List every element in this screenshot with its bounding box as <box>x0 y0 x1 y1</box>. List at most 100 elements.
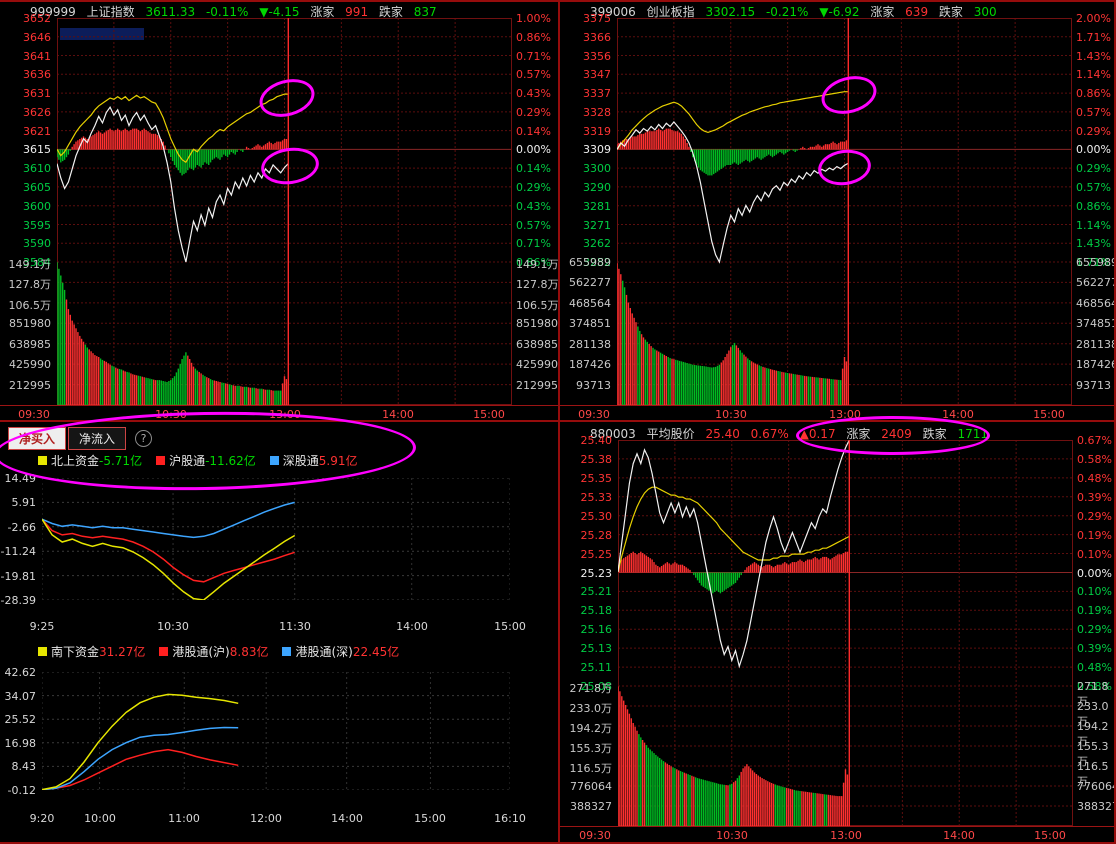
decliners-count: 300 <box>973 5 997 19</box>
price-axis-label: 25.18 <box>580 604 613 618</box>
volume-axis-label: 233.0万 <box>569 702 613 715</box>
stock-name[interactable]: 上证指数 <box>86 5 135 19</box>
price-axis-label: 3641 <box>23 49 51 63</box>
price-axis-label: 3600 <box>23 199 51 213</box>
legend-value: 5.91亿 <box>318 453 358 468</box>
flow-x-label: 14:00 <box>331 812 363 825</box>
northbound-flow-chart[interactable] <box>42 478 510 600</box>
advancers-label: 涨家 <box>870 5 895 19</box>
decliners-label: 跌家 <box>922 427 947 441</box>
time-label: 15:00 <box>473 408 505 421</box>
pct-axis-label: 0.86% <box>1076 199 1111 213</box>
advancers-count: 639 <box>905 5 929 19</box>
pct-axis-label: 0.71% <box>516 237 551 251</box>
time-label: 10:30 <box>155 408 187 421</box>
pct-axis-label: 1.14% <box>1076 68 1111 82</box>
flow-x-label: 15:00 <box>494 620 526 633</box>
flow-x-axis: 9:20 10:00 11:00 12:00 14:00 15:00 16:10 <box>0 812 559 826</box>
intraday-chart[interactable] <box>57 18 512 405</box>
pct-axis-label: 0.29% <box>1076 124 1111 138</box>
pct-axis-label: 0.10% <box>1077 547 1112 561</box>
intraday-chart[interactable] <box>617 18 1072 405</box>
time-label: 09:30 <box>578 408 610 421</box>
tab-net-buy[interactable]: 净买入 <box>8 427 67 450</box>
volume-axis-label: 562277 <box>569 276 611 290</box>
legend-label: 北上资金 <box>51 453 100 468</box>
legend-label: 港股通(沪) <box>172 644 230 659</box>
volume-axis-label: 388327 <box>570 800 612 813</box>
price-axis-label: 3290 <box>583 180 611 194</box>
price-axis-label: 3631 <box>23 87 51 101</box>
legend-item: 北上资金 -5.71亿 <box>38 452 142 469</box>
volume-axis-label: 93713 <box>1076 378 1111 392</box>
advancers-label: 涨家 <box>846 427 871 441</box>
legend-label: 港股通(深) <box>295 644 353 659</box>
flow-x-label: 14:00 <box>396 620 428 633</box>
price-axis-label: 3337 <box>583 87 611 101</box>
decliners-count: 837 <box>413 5 437 19</box>
stock-name[interactable]: 平均股价 <box>646 427 695 441</box>
southbound-flow-chart[interactable] <box>42 672 510 790</box>
help-icon[interactable]: ? <box>135 430 153 447</box>
price-axis-label: 3375 <box>583 12 611 25</box>
volume-axis-label: 271.8万 <box>1077 680 1109 708</box>
pct-axis-label: 0.58% <box>1077 452 1112 466</box>
flow-y-label: 5.91 <box>11 496 37 510</box>
volume-axis-label: 233.0万 <box>1077 700 1109 728</box>
flow-x-label: 12:00 <box>250 812 282 825</box>
legend-swatch <box>38 646 47 656</box>
volume-axis-label: 116.5万 <box>569 762 613 775</box>
stock-name[interactable]: 创业板指 <box>646 5 695 19</box>
time-label: 13:00 <box>269 408 301 421</box>
price-axis-label: 25.40 <box>580 434 613 447</box>
pct-change: 0.67% <box>750 427 789 441</box>
price-axis-label: 3300 <box>583 162 611 176</box>
volume-axis-label: 374851 <box>569 317 611 331</box>
stock-code[interactable]: 999999 <box>30 5 76 19</box>
price-axis-label: 3615 <box>23 143 51 157</box>
time-label: 13:00 <box>830 829 862 842</box>
volume-axis-label: 468564 <box>1076 296 1116 310</box>
price-axis-label: 25.23 <box>580 566 613 580</box>
pct-axis-label: 0.39% <box>1077 490 1112 504</box>
stock-code[interactable]: 880003 <box>590 427 636 441</box>
flow-y-label: 25.52 <box>4 713 37 727</box>
price-axis-label: 25.21 <box>580 585 613 599</box>
flow-x-label: 9:25 <box>29 620 55 633</box>
pct-axis-label: 0.19% <box>1077 528 1112 542</box>
price-axis-label: 3328 <box>583 105 611 119</box>
quote-header-avg: 880003 平均股价 25.40 0.67% ▲0.17 涨家 2409 跌家… <box>590 425 995 442</box>
price-axis-label: 25.38 <box>580 452 613 466</box>
flow-legend: 南下资金 31.27亿 港股通(沪) 8.83亿 港股通(深) 22.45亿 <box>38 643 413 659</box>
flow-y-label: 14.49 <box>4 472 37 485</box>
legend-swatch <box>38 455 47 465</box>
pct-axis-label: 0.58% <box>1077 680 1112 693</box>
flow-legend: 北上资金 -5.71亿 沪股通 -11.62亿 深股通 5.91亿 <box>38 452 372 468</box>
price-axis-label: 25.30 <box>580 509 613 523</box>
stock-code[interactable]: 399006 <box>590 5 636 19</box>
price-axis-label: 3621 <box>23 124 51 138</box>
time-label: 14:00 <box>382 408 414 421</box>
tab-net-inflow[interactable]: 净流入 <box>68 427 127 450</box>
legend-item: 港股通(深) 22.45亿 <box>282 643 399 660</box>
time-label: 09:30 <box>579 829 611 842</box>
price-axis-label: 25.33 <box>580 490 613 504</box>
legend-label: 沪股通 <box>169 453 206 468</box>
divider <box>558 0 560 844</box>
decliners-count: 1711 <box>957 427 989 441</box>
flow-x-label: 16:10 <box>494 812 526 825</box>
volume-axis-label: 655989 <box>1076 256 1116 269</box>
pct-axis-label: 0.29% <box>516 105 551 119</box>
price-axis-label: 25.28 <box>580 528 613 542</box>
price-axis-label: 3590 <box>23 237 51 251</box>
volume-axis-label: 155.3万 <box>1077 740 1109 768</box>
time-label: 10:30 <box>715 408 747 421</box>
intraday-chart[interactable] <box>618 440 1073 826</box>
quote-header-sh: 999999 上证指数 3611.33 -0.11% ▼-4.15 涨家 991… <box>30 3 444 20</box>
price-axis-label: 3319 <box>583 124 611 138</box>
pct-axis-label: 0.00% <box>1077 566 1112 580</box>
pct-axis-label: 0.29% <box>1076 162 1111 176</box>
price-axis-label: 25.25 <box>580 547 613 561</box>
price-axis-label: 3309 <box>583 143 611 157</box>
volume-axis-label: 155.3万 <box>569 742 613 755</box>
